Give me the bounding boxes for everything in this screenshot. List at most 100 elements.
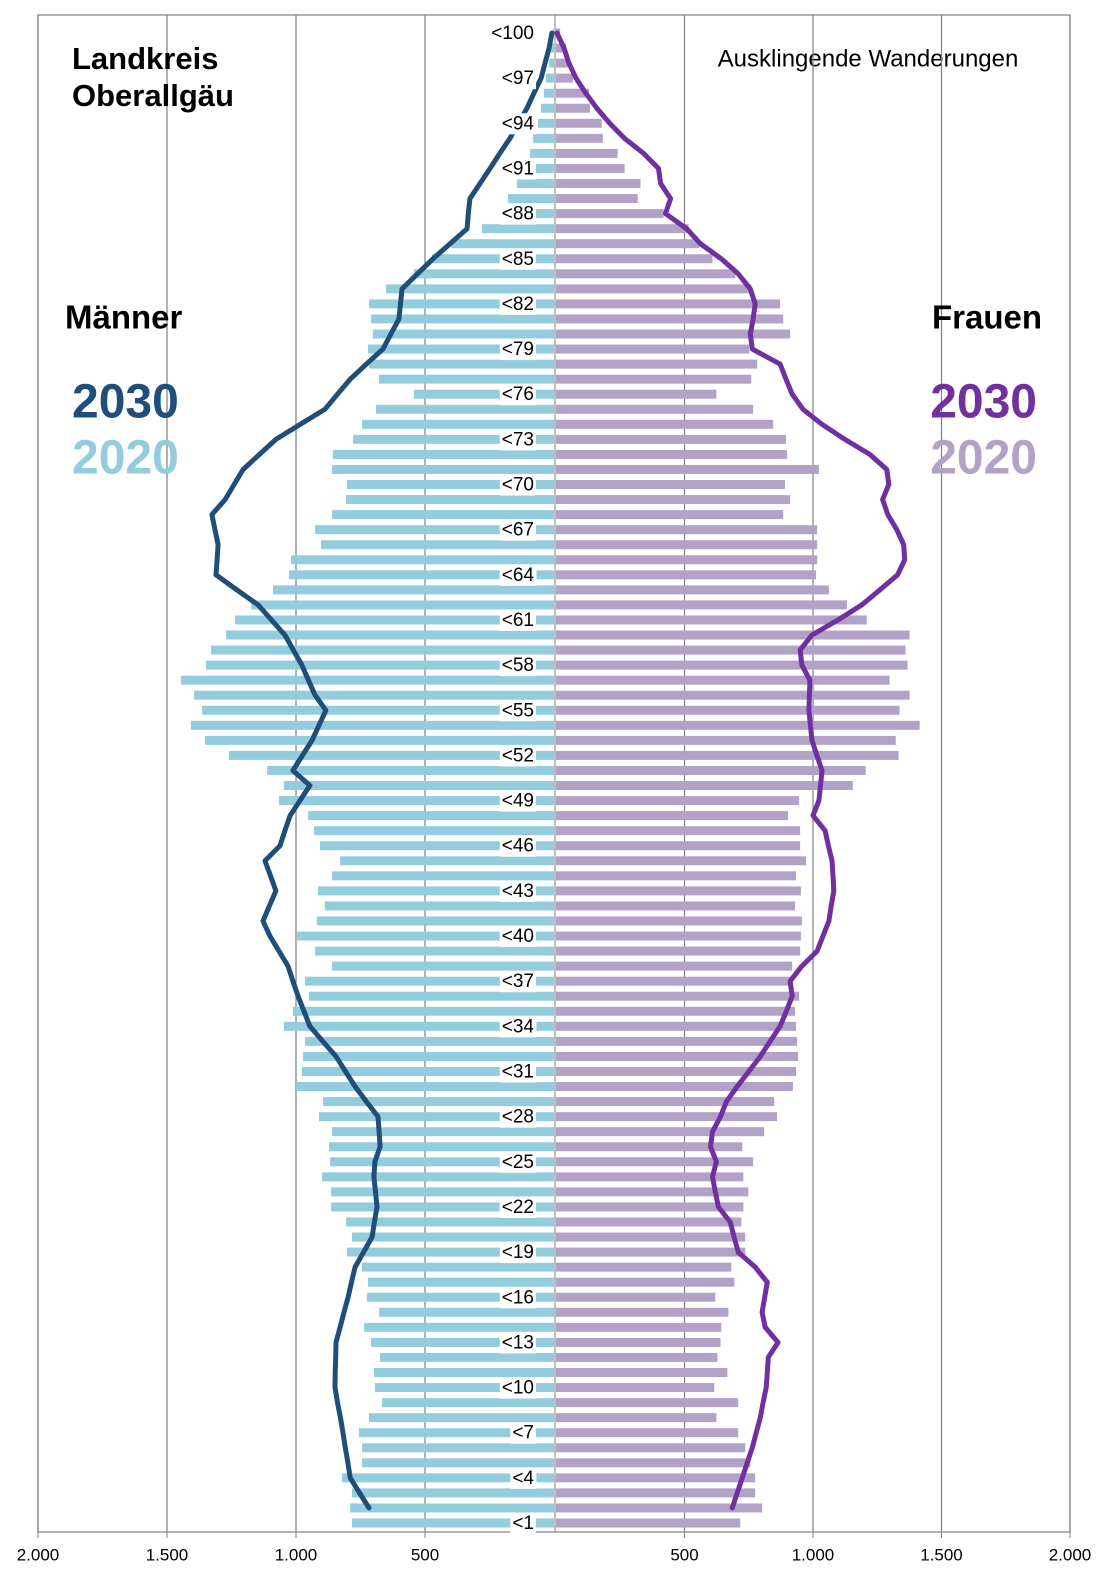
bar	[556, 916, 802, 926]
bar	[369, 359, 554, 369]
bar	[413, 389, 554, 399]
bar	[556, 1172, 744, 1182]
bar	[331, 1202, 554, 1212]
age-label: <40	[502, 926, 534, 947]
age-label-bg	[499, 339, 536, 361]
age-label: <46	[502, 836, 534, 857]
bar	[556, 1262, 732, 1272]
bar	[556, 1367, 728, 1377]
bar	[556, 976, 793, 986]
bar	[556, 1142, 743, 1152]
age-label: <16	[502, 1287, 534, 1308]
age-label: <55	[502, 700, 534, 721]
bar	[556, 525, 818, 535]
bar	[329, 1142, 554, 1152]
bar	[278, 796, 554, 806]
age-label-bg	[510, 1513, 536, 1535]
bar	[556, 871, 797, 881]
age-label: <7	[512, 1423, 534, 1444]
age-label: <79	[502, 339, 534, 360]
age-label-bg	[499, 745, 536, 767]
age-label: <76	[502, 384, 534, 405]
bar	[556, 841, 801, 851]
age-label-bg	[499, 971, 536, 993]
bar	[324, 901, 554, 911]
bar	[319, 841, 554, 851]
bar	[556, 1473, 756, 1483]
bar	[556, 1127, 765, 1137]
bar	[228, 750, 555, 760]
bar	[556, 1021, 797, 1031]
bar	[556, 269, 736, 279]
age-label: <52	[502, 745, 534, 766]
bar	[556, 1443, 746, 1453]
age-label-bg	[499, 655, 536, 677]
bar	[556, 1277, 735, 1287]
bar	[556, 495, 791, 505]
bar	[482, 224, 554, 234]
age-label: <22	[502, 1197, 534, 1218]
age-label-bg	[499, 158, 536, 180]
bar	[556, 194, 638, 204]
bar	[451, 239, 554, 249]
bar	[289, 570, 554, 580]
bar	[556, 735, 896, 745]
bar	[556, 1292, 716, 1302]
bar	[556, 1398, 739, 1408]
legend-group: Frauen	[932, 299, 1042, 336]
bar	[546, 73, 554, 83]
age-label-bg	[499, 519, 536, 541]
bar	[332, 871, 554, 881]
bar	[508, 194, 554, 204]
bar	[556, 826, 801, 836]
bar	[556, 329, 791, 339]
bar	[283, 1021, 554, 1031]
bar	[556, 690, 910, 700]
bar	[373, 1367, 554, 1377]
age-label-bg	[499, 926, 536, 948]
bar	[556, 1428, 739, 1438]
bar	[556, 615, 867, 625]
bar	[372, 329, 554, 339]
bar	[362, 1458, 554, 1468]
bar	[556, 645, 906, 655]
bar	[556, 1006, 796, 1016]
bar	[556, 886, 801, 896]
bar	[386, 284, 554, 294]
bar	[251, 600, 554, 610]
bar	[556, 284, 752, 294]
bar	[205, 660, 554, 670]
bar	[332, 1127, 554, 1137]
legend-entry: 2020	[72, 432, 179, 485]
bar	[556, 660, 908, 670]
bar	[314, 826, 554, 836]
bar	[374, 1383, 554, 1393]
lines	[209, 30, 908, 1511]
bar	[346, 495, 554, 505]
age-label-bg	[499, 429, 536, 451]
bar	[367, 1277, 554, 1287]
bar	[556, 781, 853, 791]
bar	[556, 480, 785, 490]
bar	[362, 419, 554, 429]
bar	[413, 269, 554, 279]
bar	[556, 1503, 763, 1513]
age-label: <58	[502, 655, 534, 676]
age-label-bg	[489, 23, 536, 45]
age-label: <73	[502, 429, 534, 450]
bar	[296, 1082, 554, 1092]
bar	[375, 404, 554, 414]
bar	[556, 1307, 729, 1317]
bar	[556, 555, 818, 565]
bar	[381, 1398, 554, 1408]
bar	[362, 1262, 554, 1272]
bar	[556, 1202, 744, 1212]
age-label: <37	[502, 971, 534, 992]
bar	[556, 344, 750, 354]
bar	[315, 946, 554, 956]
bar	[556, 209, 664, 219]
age-label-bg	[499, 1196, 536, 1218]
bar	[556, 705, 900, 715]
bar	[316, 916, 554, 926]
age-label: <31	[502, 1062, 534, 1083]
